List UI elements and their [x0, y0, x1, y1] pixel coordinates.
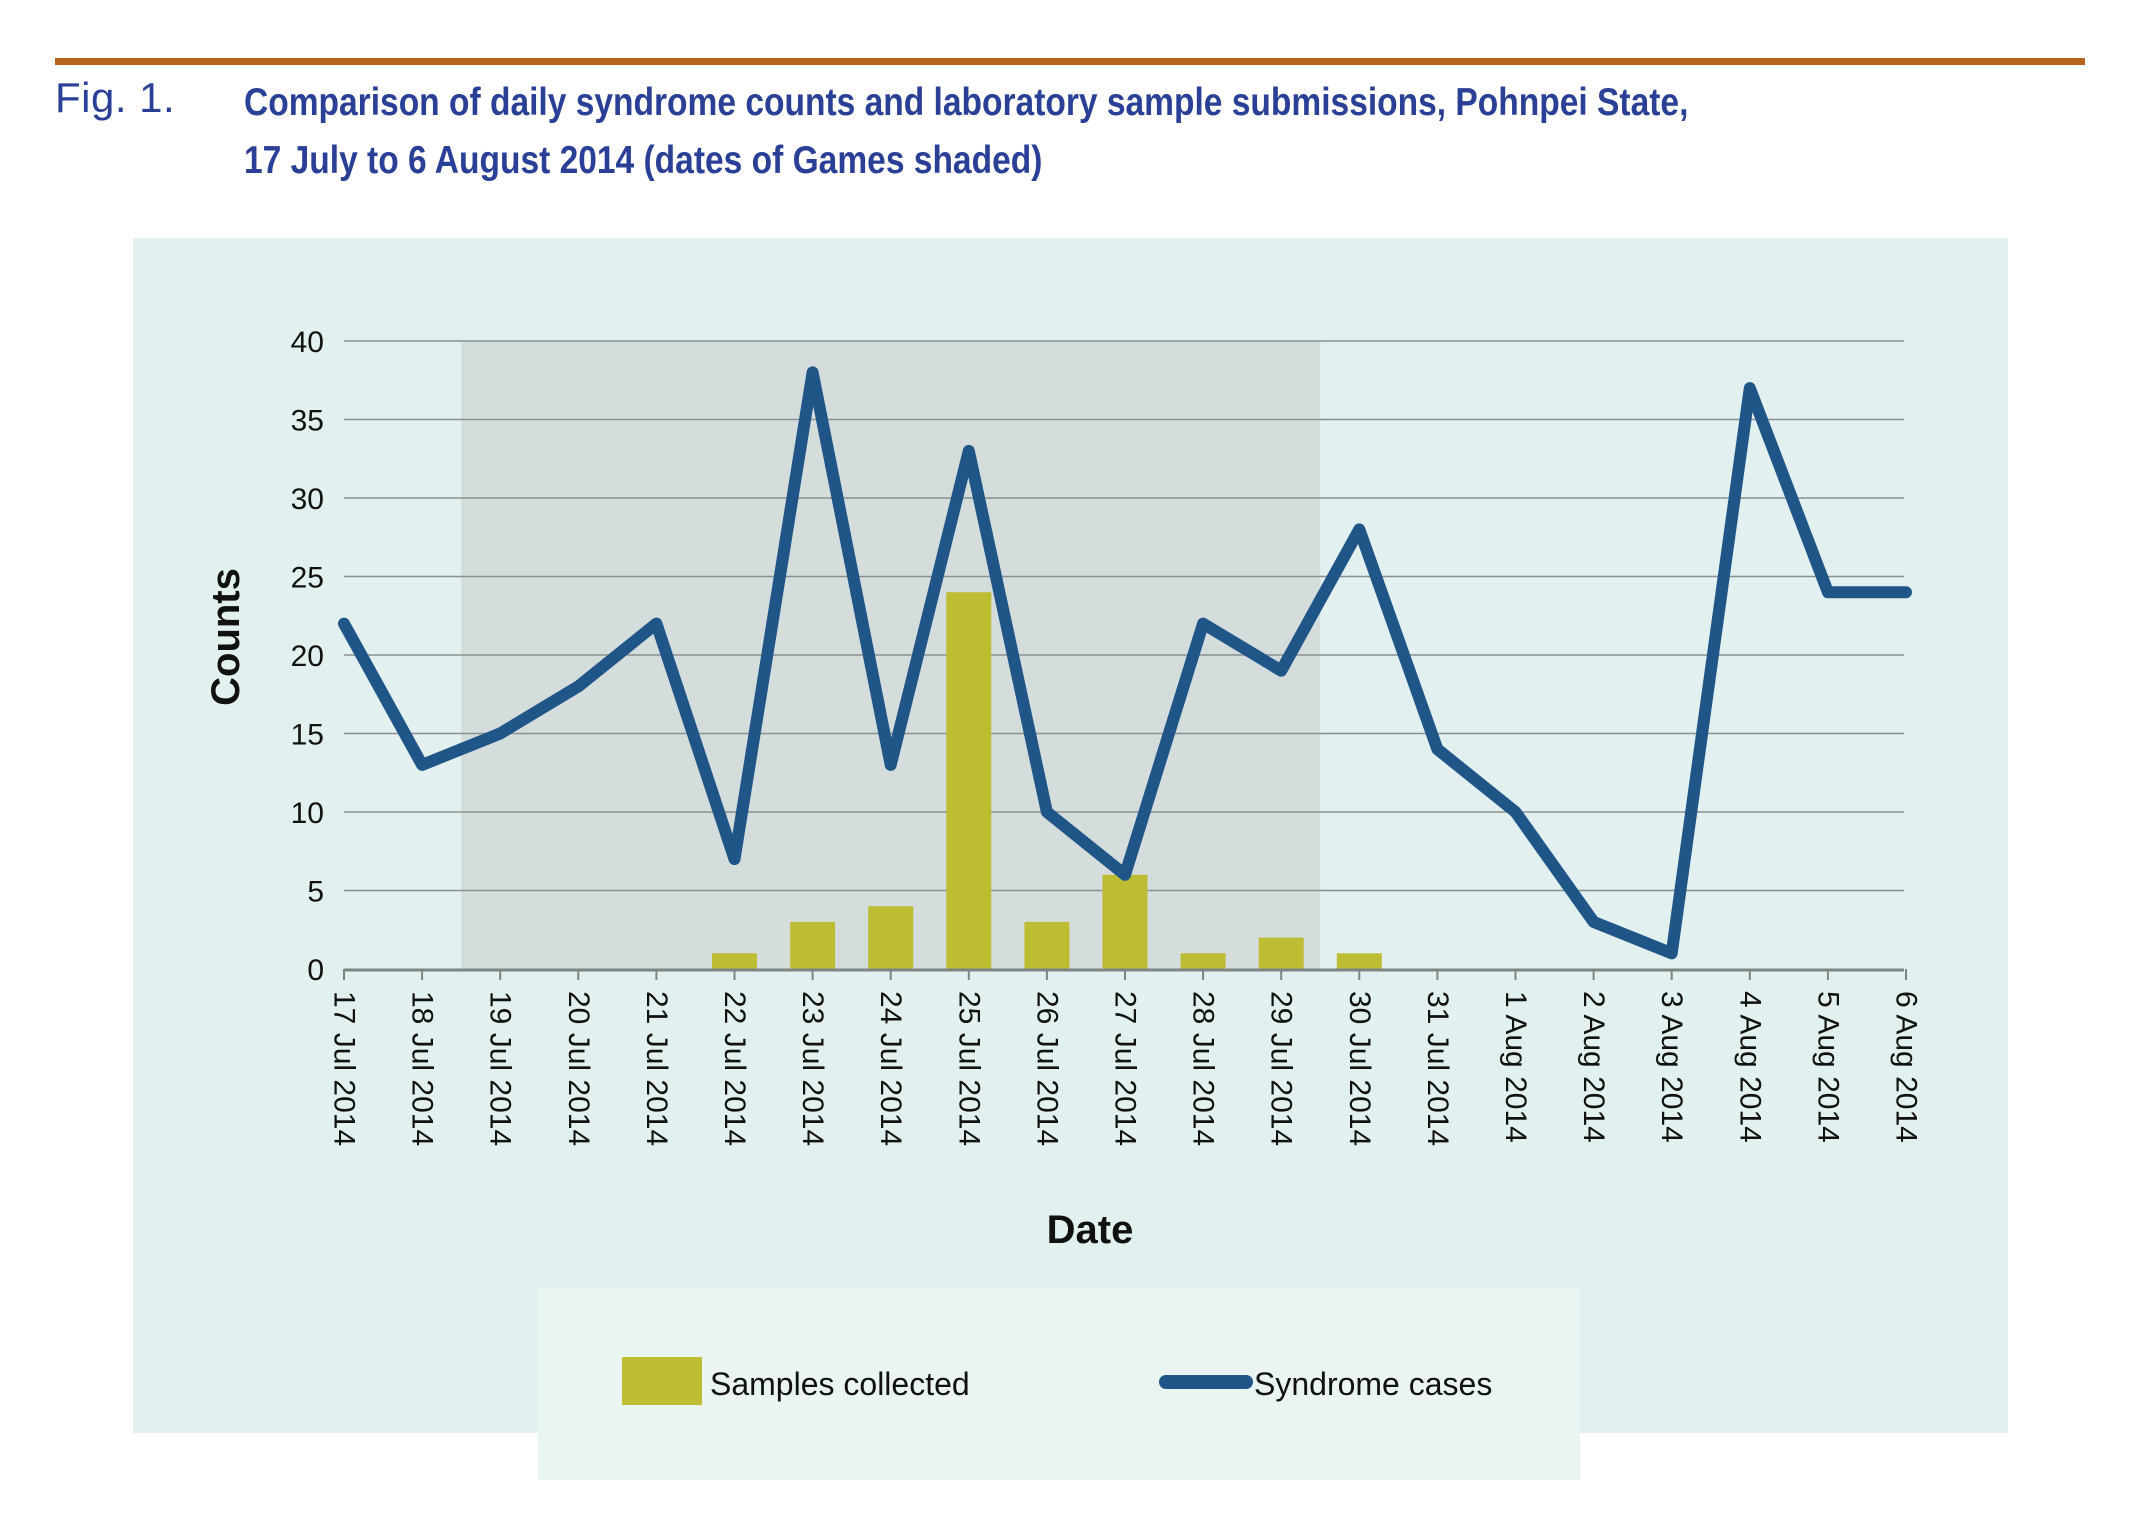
figure-title: Comparison of daily syndrome counts and …: [244, 74, 1706, 190]
header-rule: [55, 58, 2085, 65]
x-tick-label: 31 Jul 2014: [1421, 991, 1454, 1146]
x-tick-label: 24 Jul 2014: [874, 991, 907, 1146]
x-tick-label: 27 Jul 2014: [1109, 991, 1142, 1146]
y-tick-label: 35: [291, 405, 324, 438]
x-tick-label: 19 Jul 2014: [484, 991, 517, 1146]
y-tick-label: 20: [291, 640, 324, 673]
legend: Samples collected Syndrome cases: [538, 1288, 1580, 1480]
bar-samples-collected: [946, 592, 992, 969]
bar-samples-collected: [1024, 921, 1070, 969]
bar-samples-collected: [1180, 953, 1226, 969]
x-tick-label: 17 Jul 2014: [328, 991, 361, 1146]
x-tick-label: 30 Jul 2014: [1343, 991, 1376, 1146]
bar-samples-collected: [790, 921, 836, 969]
x-tick-label: 21 Jul 2014: [640, 991, 673, 1146]
x-axis-title: Date: [1047, 1208, 1134, 1252]
x-tick-label: 22 Jul 2014: [718, 991, 751, 1146]
bar-samples-collected: [1336, 953, 1382, 969]
legend-label-syndrome: Syndrome cases: [1254, 1366, 1492, 1402]
y-tick-label: 15: [291, 719, 324, 752]
figure-label: Fig. 1.: [55, 74, 176, 121]
x-tick-label: 3 Aug 2014: [1655, 991, 1688, 1143]
x-tick-label: 18 Jul 2014: [406, 991, 439, 1146]
bar-samples-collected: [1102, 874, 1148, 969]
y-tick-label: 0: [307, 954, 324, 987]
y-tick-label: 10: [291, 797, 324, 830]
bar-samples-collected: [712, 953, 757, 969]
bar-samples-collected: [868, 906, 914, 969]
y-tick-label: 40: [291, 326, 324, 359]
legend-box: [538, 1288, 1580, 1480]
x-tick-label: 4 Aug 2014: [1733, 991, 1766, 1143]
x-tick-label: 6 Aug 2014: [1890, 991, 1923, 1143]
y-tick-label: 25: [291, 562, 324, 595]
legend-label-samples: Samples collected: [710, 1366, 970, 1402]
x-tick-label: 23 Jul 2014: [796, 991, 829, 1146]
figure-title-line-2: 17 July to 6 August 2014 (dates of Games…: [244, 139, 1043, 182]
x-tick-label: 5 Aug 2014: [1811, 991, 1844, 1143]
bar-samples-collected: [1258, 937, 1304, 969]
y-axis-title: Counts: [204, 568, 248, 706]
x-tick-label: 29 Jul 2014: [1265, 991, 1298, 1146]
y-tick-label: 5: [307, 876, 324, 909]
x-tick-label: 28 Jul 2014: [1187, 991, 1220, 1146]
x-tick-label: 26 Jul 2014: [1030, 991, 1063, 1146]
x-tick-label: 25 Jul 2014: [952, 991, 985, 1146]
legend-swatch-samples: [622, 1357, 702, 1405]
y-tick-label: 30: [291, 483, 324, 516]
x-tick-label: 1 Aug 2014: [1499, 991, 1532, 1143]
x-tick-label: 2 Aug 2014: [1577, 991, 1610, 1143]
figure-title-line-1: Comparison of daily syndrome counts and …: [244, 81, 1689, 124]
x-tick-label: 20 Jul 2014: [562, 991, 595, 1146]
